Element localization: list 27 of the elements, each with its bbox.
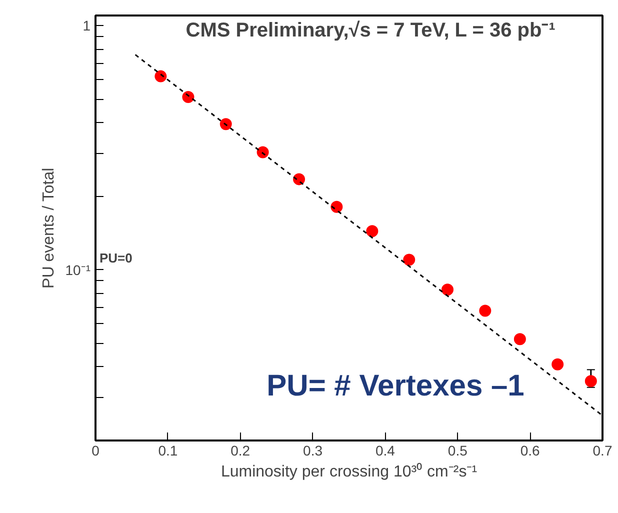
point: [366, 225, 378, 238]
x-tick-label: 0.5: [448, 442, 468, 458]
point: [442, 284, 454, 296]
annotation: PU=0: [100, 250, 132, 266]
annotation: PU= # Vertexes –1: [266, 370, 524, 402]
x-tick-label: 0.2: [230, 442, 250, 458]
point: [403, 254, 416, 266]
point: [330, 200, 343, 213]
point: [220, 118, 232, 130]
x-tick-label: 0.1: [158, 442, 178, 458]
y-tick-label: 1: [82, 18, 91, 34]
point: [154, 70, 167, 82]
chart-title: CMS Preliminary,√s = 7 TeV, L = 36 pb⁻¹: [186, 20, 556, 42]
x-axis-title: Luminosity per crossing 10³⁰ cm⁻²s⁻¹: [220, 462, 478, 480]
point: [479, 304, 492, 317]
y-tick-label: 10⁻¹: [65, 262, 91, 278]
point: [182, 91, 194, 104]
x-tick-label: 0.6: [520, 442, 540, 458]
x-tick-label: 0.3: [303, 442, 323, 458]
x-tick-label: 0: [92, 442, 100, 458]
x-tick-label: 0.7: [592, 442, 612, 458]
point: [584, 375, 597, 388]
point: [514, 333, 526, 346]
x-tick-label: 0.4: [375, 442, 396, 458]
point: [256, 146, 269, 158]
point: [552, 358, 564, 370]
y-axis-title: PU events / Total: [40, 168, 58, 288]
